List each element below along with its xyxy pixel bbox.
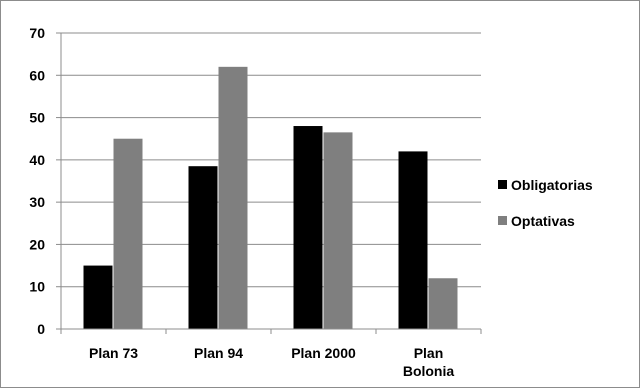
y-tick-label: 10 (29, 279, 45, 295)
bar-optativas (218, 66, 248, 329)
y-tick-label: 0 (37, 321, 45, 337)
legend: Obligatorias Optativas (498, 177, 593, 229)
bar-obligatorias (398, 151, 428, 329)
legend-label-obligatorias: Obligatorias (511, 177, 593, 193)
bar-obligatorias (188, 166, 218, 329)
x-tick-label-line: Bolonia (403, 363, 455, 379)
bar-optativas (323, 132, 353, 329)
x-tick-label: Plan 73 (89, 345, 138, 361)
y-tick-label: 50 (29, 110, 45, 126)
x-tick-label-line: Plan (414, 345, 444, 361)
y-axis: 0 10 20 30 40 50 60 70 (29, 25, 62, 337)
y-tick-label: 30 (29, 194, 45, 210)
x-axis: Plan 73 Plan 94 Plan 2000 Plan Bolonia (60, 328, 482, 379)
x-tick-label: Plan 94 (194, 345, 243, 361)
bar-obligatorias (293, 126, 323, 330)
x-tick-label-line: Plan 94 (194, 345, 243, 361)
y-tick-label: 60 (29, 67, 45, 83)
legend-swatch-optativas (498, 216, 507, 225)
bar-optativas (428, 278, 458, 329)
bar-optativas (113, 138, 143, 329)
y-tick-label: 20 (29, 236, 45, 252)
x-tick-label-line: Plan 73 (89, 345, 138, 361)
y-tick-label: 70 (29, 25, 45, 41)
x-tick-label: Plan Bolonia (403, 345, 455, 379)
bar-obligatorias (83, 265, 113, 329)
legend-swatch-obligatorias (498, 180, 507, 189)
legend-label-optativas: Optativas (511, 213, 575, 229)
y-tick-label: 40 (29, 152, 45, 168)
x-tick-label-line: Plan 2000 (291, 345, 356, 361)
x-tick-label: Plan 2000 (291, 345, 356, 361)
bars (83, 66, 458, 330)
